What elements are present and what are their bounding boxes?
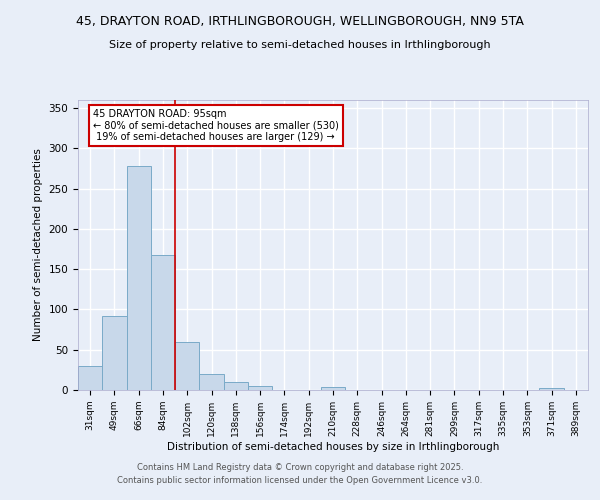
Bar <box>224 382 248 390</box>
Text: 45, DRAYTON ROAD, IRTHLINGBOROUGH, WELLINGBOROUGH, NN9 5TA: 45, DRAYTON ROAD, IRTHLINGBOROUGH, WELLI… <box>76 15 524 28</box>
Bar <box>127 166 151 390</box>
X-axis label: Distribution of semi-detached houses by size in Irthlingborough: Distribution of semi-detached houses by … <box>167 442 499 452</box>
Bar <box>151 254 175 390</box>
Text: Contains HM Land Registry data © Crown copyright and database right 2025.
Contai: Contains HM Land Registry data © Crown c… <box>118 464 482 485</box>
Y-axis label: Number of semi-detached properties: Number of semi-detached properties <box>33 148 43 342</box>
Bar <box>102 316 127 390</box>
Text: Size of property relative to semi-detached houses in Irthlingborough: Size of property relative to semi-detach… <box>109 40 491 50</box>
Bar <box>248 386 272 390</box>
Bar <box>78 366 102 390</box>
Bar <box>199 374 224 390</box>
Bar <box>175 342 199 390</box>
Bar <box>539 388 564 390</box>
Bar <box>321 387 345 390</box>
Text: 45 DRAYTON ROAD: 95sqm
← 80% of semi-detached houses are smaller (530)
 19% of s: 45 DRAYTON ROAD: 95sqm ← 80% of semi-det… <box>94 108 339 142</box>
